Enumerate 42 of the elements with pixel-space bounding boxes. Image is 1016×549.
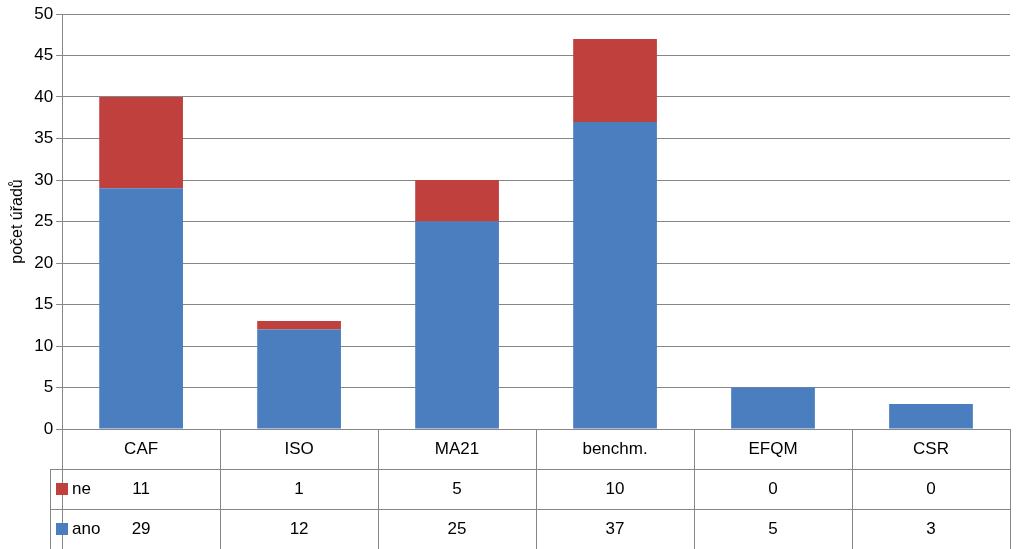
data-label: 10: [605, 478, 625, 498]
bar: [889, 404, 973, 429]
data-label: 25: [447, 518, 467, 538]
y-tick-label: 5: [43, 377, 54, 397]
y-tick-label: 10: [34, 335, 54, 355]
data-label: 29: [131, 518, 151, 538]
bar: [731, 387, 815, 429]
data-label: 37: [605, 518, 625, 538]
y-tick-label: 15: [34, 294, 54, 314]
y-tick-label: 35: [34, 128, 54, 148]
y-tick-label: 45: [34, 45, 54, 65]
data-label: 12: [289, 518, 309, 538]
x-tick-label: EFQM: [748, 438, 798, 458]
bar: [99, 97, 183, 189]
data-label: 0: [768, 478, 778, 498]
y-tick-label: 20: [34, 252, 54, 272]
bar: [257, 321, 341, 330]
data-label: 1: [294, 478, 304, 498]
data-label: 3: [926, 518, 936, 538]
bar: [573, 38, 657, 122]
x-tick-label: CSR: [913, 438, 949, 458]
data-label: 11: [132, 478, 150, 498]
y-tick-label: 40: [34, 86, 54, 106]
legend-label: ne: [72, 478, 91, 498]
bar: [415, 180, 499, 222]
bar: [257, 329, 341, 429]
y-tick-label: 50: [34, 3, 54, 23]
y-axis-title: počet úřadů: [8, 179, 26, 264]
legend-label: ano: [72, 518, 101, 538]
bar: [99, 188, 183, 429]
data-label: 5: [768, 518, 778, 538]
y-tick-label: 25: [34, 211, 54, 231]
data-label: 5: [452, 478, 462, 498]
bar: [573, 121, 657, 429]
bar: [415, 221, 499, 429]
x-tick-label: MA21: [434, 438, 480, 458]
x-tick-label: benchm.: [582, 438, 648, 458]
x-tick-label: CAF: [124, 438, 159, 458]
y-tick-label: 0: [43, 418, 54, 438]
data-label: 0: [926, 478, 936, 498]
x-tick-label: ISO: [284, 438, 314, 458]
y-tick-label: 30: [34, 169, 54, 189]
